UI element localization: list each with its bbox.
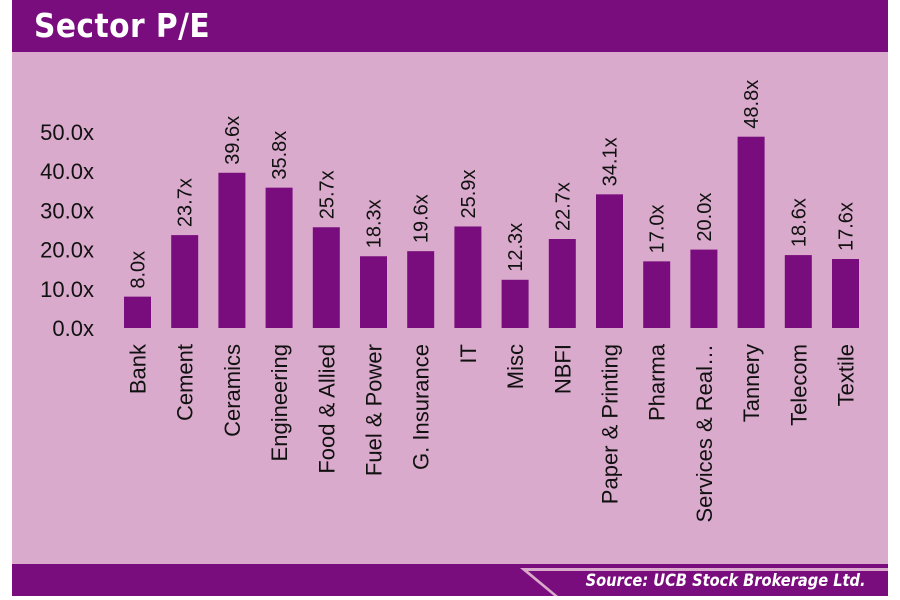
data-label: 8.0x [128,251,150,289]
data-label: 18.6x [788,198,810,247]
data-label: 25.7x [316,170,338,219]
x-tick-label: IT [456,344,481,364]
bar [596,194,623,328]
x-tick-label: Food & Allied [314,344,339,474]
bar [690,249,718,328]
x-tick-label: Bank [126,343,151,394]
x-tick-label: Misc [503,344,528,389]
data-label: 23.7x [175,178,197,227]
footer-tab [528,571,888,596]
header-bar [12,0,888,52]
y-tick-label: 40.0x [40,159,94,184]
x-tick-label: Paper & Printing [598,344,623,504]
y-tick-label: 0.0x [52,316,94,341]
data-label: 12.3x [505,223,527,272]
bar [124,296,151,328]
x-tick-label: NBFI [550,344,575,394]
x-tick-label: Telecom [786,344,811,426]
x-tick-label: Tannery [739,344,764,422]
bar [312,227,340,328]
x-tick-label: G. Insurance [409,344,434,470]
x-tick-label: Cement [173,344,198,421]
bar [548,239,576,328]
x-tick-label: Fuel & Power [362,344,387,476]
chart-title: Sector P/E [34,6,211,45]
y-tick-label: 10.0x [40,277,94,302]
bar [832,259,859,328]
x-tick-label: Pharma [645,343,670,421]
data-label: 22.7x [552,182,574,231]
data-label: 35.8x [269,131,291,180]
data-label: 25.9x [458,170,480,219]
data-label: 39.6x [222,116,244,165]
x-tick-label: Engineering [267,344,292,461]
x-tick-label: Ceramics [220,344,245,437]
bar [171,235,199,328]
data-label: 18.3x [364,199,386,248]
data-label: 17.6x [836,202,858,251]
bar [407,251,435,328]
bar [784,255,812,328]
bar [643,261,671,328]
data-label: 20.0x [694,193,716,242]
x-tick-label: Textile [834,344,859,406]
y-tick-label: 50.0x [40,120,94,145]
data-label: 17.0x [647,204,669,253]
bar [454,226,482,328]
x-tick-label: Services & Real… [692,344,717,523]
bar [360,256,387,328]
data-label: 19.6x [411,194,433,243]
data-label: 34.1x [600,137,622,186]
bar [265,187,293,328]
data-label: 48.8x [741,80,763,129]
bar [501,279,529,328]
y-tick-label: 20.0x [40,238,94,263]
bar [737,136,765,328]
source-note: Source: UCB Stock Brokerage Ltd. [586,571,866,591]
y-tick-label: 30.0x [40,198,94,223]
bar [218,172,246,328]
